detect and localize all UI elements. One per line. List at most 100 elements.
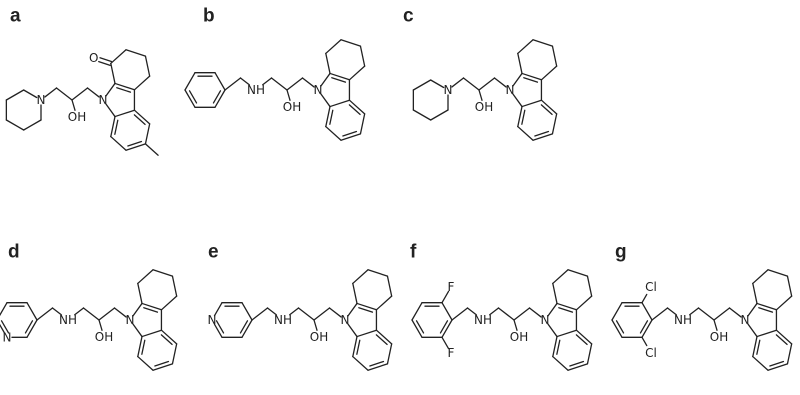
bond bbox=[547, 323, 558, 338]
bond bbox=[141, 329, 163, 338]
bond bbox=[82, 307, 100, 321]
bond bbox=[411, 319, 423, 338]
bond bbox=[367, 363, 389, 371]
double-bond bbox=[342, 130, 358, 137]
bond bbox=[36, 307, 54, 321]
bond bbox=[141, 302, 163, 311]
bond bbox=[125, 143, 147, 151]
bond bbox=[611, 302, 623, 321]
bond bbox=[105, 82, 116, 97]
double-bond bbox=[639, 320, 649, 334]
bond bbox=[0, 323, 6, 334]
bond bbox=[386, 275, 393, 297]
panel-label: a bbox=[10, 6, 21, 27]
bond bbox=[110, 115, 116, 138]
bond bbox=[411, 302, 423, 321]
atom-label: N bbox=[3, 330, 12, 344]
bond bbox=[348, 99, 366, 115]
double-bond bbox=[160, 334, 173, 346]
bond bbox=[5, 89, 25, 101]
atom-label: O bbox=[89, 51, 98, 65]
bond bbox=[224, 77, 242, 91]
atom-label: OH bbox=[283, 100, 301, 114]
bond bbox=[552, 335, 558, 358]
bond bbox=[586, 275, 593, 297]
bond bbox=[752, 355, 769, 371]
double-bond bbox=[358, 307, 374, 313]
bond bbox=[26, 302, 38, 321]
atom-label: N bbox=[208, 313, 217, 327]
atom-label: F bbox=[448, 346, 455, 360]
bond bbox=[611, 319, 623, 338]
double-bond bbox=[439, 320, 449, 334]
double-bond bbox=[769, 360, 785, 367]
bond bbox=[575, 329, 593, 345]
atom-label: NH bbox=[247, 83, 265, 97]
bond bbox=[666, 307, 677, 316]
double-bond bbox=[523, 77, 539, 83]
bond bbox=[775, 295, 793, 311]
bond bbox=[641, 293, 648, 304]
bond bbox=[752, 269, 769, 285]
double-bond bbox=[215, 320, 225, 334]
bond bbox=[133, 75, 151, 91]
bond bbox=[289, 307, 300, 316]
double-bond bbox=[141, 339, 146, 355]
bond bbox=[752, 282, 758, 305]
bond bbox=[325, 105, 331, 128]
bond bbox=[74, 307, 85, 316]
bond bbox=[352, 335, 358, 358]
bond bbox=[152, 269, 174, 277]
bond bbox=[540, 65, 558, 81]
bond bbox=[313, 307, 331, 321]
double-bond bbox=[154, 360, 170, 367]
double-bond bbox=[756, 339, 761, 355]
bond bbox=[313, 319, 318, 331]
bond bbox=[328, 307, 342, 318]
bond bbox=[786, 343, 793, 365]
bond bbox=[462, 77, 480, 91]
bond bbox=[517, 52, 523, 75]
bond bbox=[497, 307, 515, 321]
bond bbox=[114, 82, 136, 91]
double-bond bbox=[534, 130, 550, 137]
bond bbox=[441, 302, 453, 321]
bond bbox=[325, 125, 342, 141]
bond bbox=[325, 39, 342, 55]
bond bbox=[532, 133, 554, 141]
atom-label: NH bbox=[59, 313, 77, 327]
bond bbox=[320, 93, 331, 108]
bond bbox=[512, 93, 523, 108]
bond bbox=[51, 307, 62, 316]
atom-label: N bbox=[541, 313, 550, 327]
double-bond bbox=[569, 360, 585, 367]
atom-label: OH bbox=[68, 110, 86, 124]
bond bbox=[133, 109, 151, 125]
double-bond bbox=[212, 90, 222, 104]
atom-label: N bbox=[341, 313, 350, 327]
bond bbox=[412, 79, 432, 91]
bond bbox=[71, 87, 89, 101]
bond bbox=[132, 323, 143, 338]
bond bbox=[521, 99, 543, 108]
atom-label: N bbox=[741, 313, 750, 327]
bond bbox=[239, 77, 250, 86]
bond bbox=[386, 343, 393, 365]
atom-label: OH bbox=[510, 330, 528, 344]
bond bbox=[489, 307, 500, 316]
bond bbox=[301, 77, 315, 88]
bond bbox=[767, 363, 789, 371]
bond bbox=[441, 336, 450, 350]
bond bbox=[110, 62, 116, 85]
double-bond bbox=[116, 87, 132, 93]
double-bond bbox=[575, 334, 588, 346]
bond bbox=[641, 336, 648, 347]
atom-label: N bbox=[126, 313, 135, 327]
bond bbox=[352, 355, 369, 371]
bond bbox=[23, 89, 38, 99]
bond bbox=[493, 77, 507, 88]
atom-label: OH bbox=[95, 330, 113, 344]
bond bbox=[347, 323, 358, 338]
bond bbox=[756, 329, 778, 338]
